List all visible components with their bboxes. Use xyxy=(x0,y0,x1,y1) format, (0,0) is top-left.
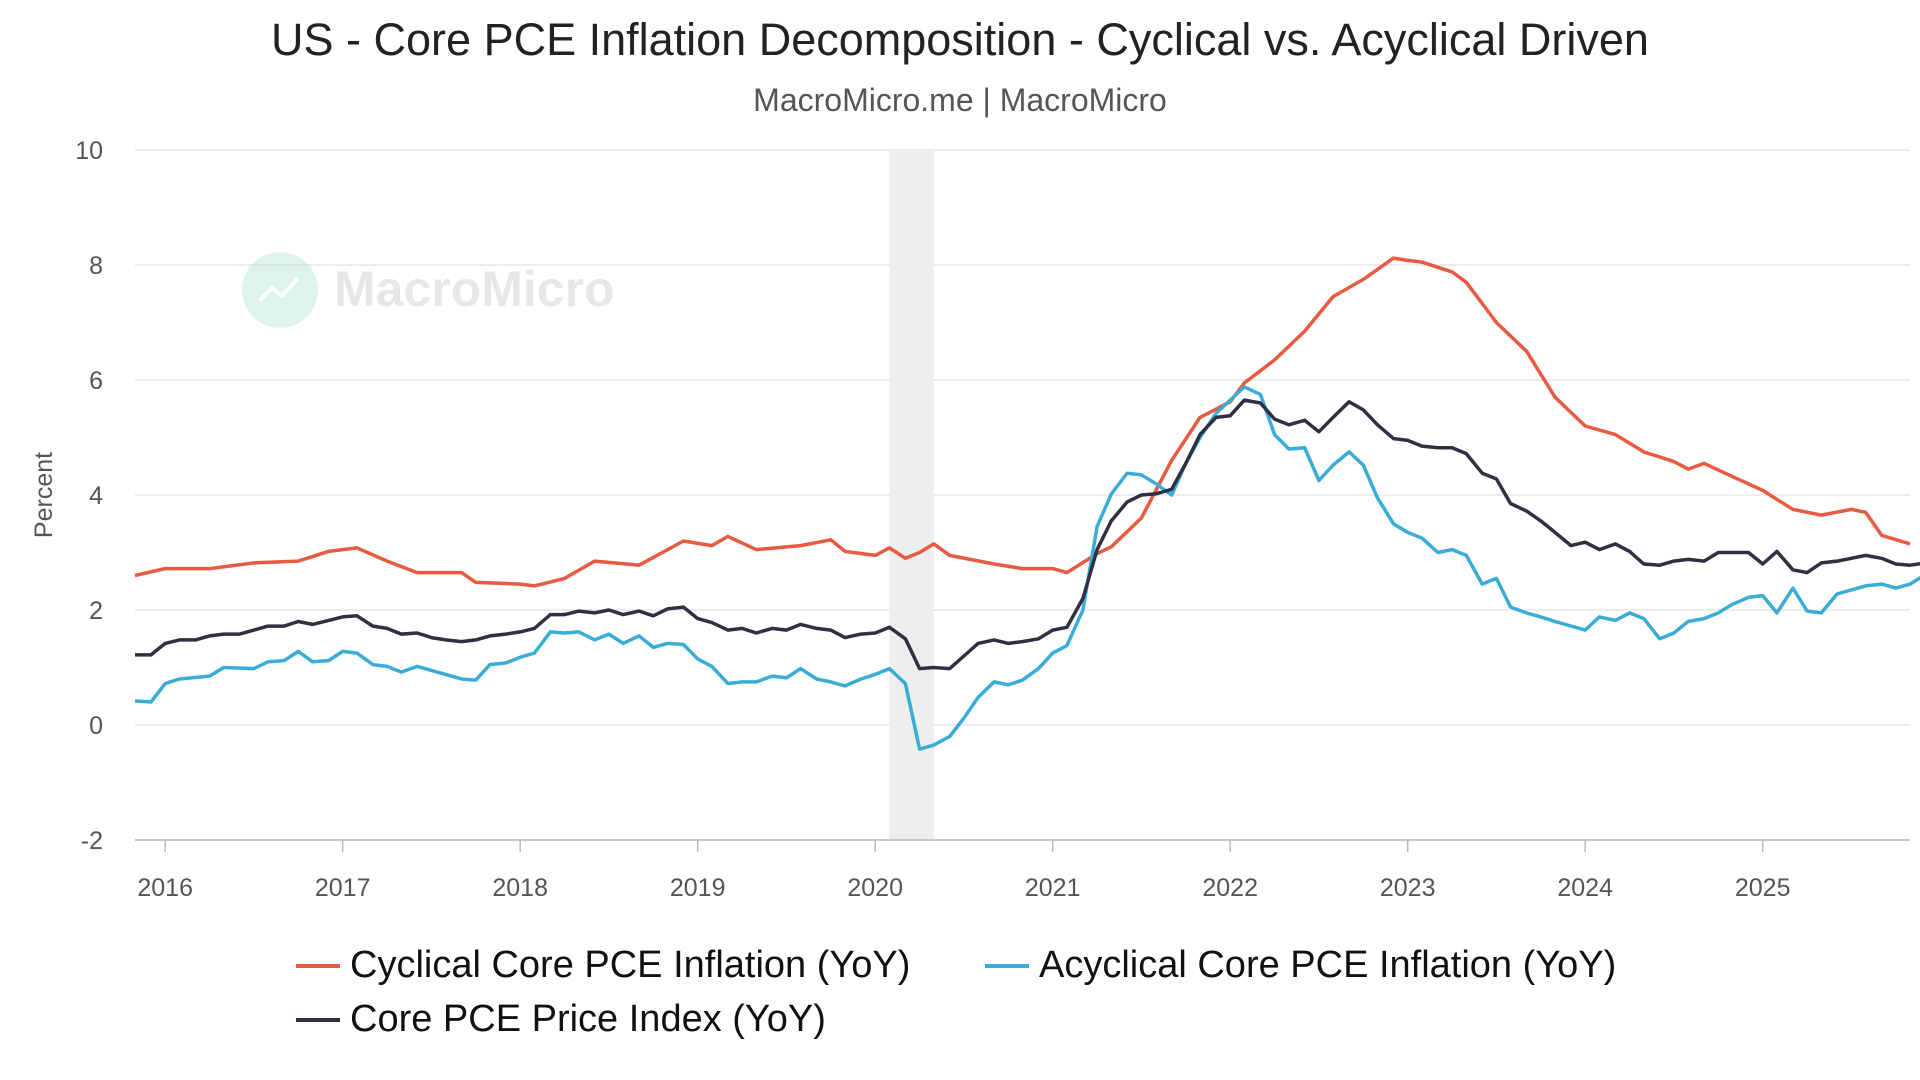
x-tick-label: 2023 xyxy=(1380,874,1436,902)
series-line-cyclical xyxy=(134,256,1911,588)
x-tick-label: 2021 xyxy=(1025,874,1081,902)
series-line-acyclical xyxy=(134,385,1920,751)
y-tick-label: 0 xyxy=(89,712,103,740)
grid xyxy=(135,149,1910,841)
watermark-text: MacroMicro xyxy=(334,261,615,317)
watermark-icon-line xyxy=(258,276,300,302)
x-axis: 2016 2017 2018 2019 2020 2021 2022 2023 2024 2025 xyxy=(135,839,1910,902)
legend-swatch-acyclical xyxy=(985,963,1029,968)
recession-shading xyxy=(889,150,934,840)
y-tick-label: -2 xyxy=(81,827,103,855)
y-tick-label: 6 xyxy=(89,367,103,395)
x-tick-label: 2018 xyxy=(492,874,548,902)
watermark-logo: MacroMicro xyxy=(242,252,615,328)
y-tick-label: 8 xyxy=(89,252,103,280)
chart-subtitle: MacroMicro.me | MacroMicro xyxy=(753,82,1167,118)
legend-label-acyclical: Acyclical Core PCE Inflation (YoY) xyxy=(1039,944,1617,986)
legend-label-cyclical: Cyclical Core PCE Inflation (YoY) xyxy=(350,944,911,986)
x-tick-label: 2025 xyxy=(1735,874,1791,902)
x-tick-label: 2019 xyxy=(670,874,726,902)
x-tick-label: 2016 xyxy=(137,874,193,902)
legend-swatch-cyclical xyxy=(296,963,340,968)
series-line-core xyxy=(135,398,1920,671)
x-tick-label: 2020 xyxy=(847,874,903,902)
x-tick-label: 2017 xyxy=(315,874,371,902)
y-axis-label: Percent xyxy=(30,452,58,538)
legend-item-acyclical[interactable]: Acyclical Core PCE Inflation (YoY) xyxy=(985,944,1616,987)
x-tick-label: 2024 xyxy=(1557,874,1613,902)
x-tick-label: 2022 xyxy=(1202,874,1258,902)
legend-swatch-core xyxy=(296,1017,340,1022)
series-lines xyxy=(134,256,1920,751)
y-axis: 10 8 6 4 2 0 -2 xyxy=(75,137,103,855)
watermark-icon xyxy=(242,252,318,328)
y-tick-label: 10 xyxy=(75,137,103,165)
chart-title: US - Core PCE Inflation Decomposition - … xyxy=(271,14,1649,65)
legend-item-core[interactable]: Core PCE Price Index (YoY) xyxy=(296,998,826,1041)
y-tick-label: 4 xyxy=(89,482,103,510)
legend-label-core: Core PCE Price Index (YoY) xyxy=(350,998,826,1040)
legend-item-cyclical[interactable]: Cyclical Core PCE Inflation (YoY) xyxy=(296,944,910,987)
y-tick-label: 2 xyxy=(89,597,103,625)
